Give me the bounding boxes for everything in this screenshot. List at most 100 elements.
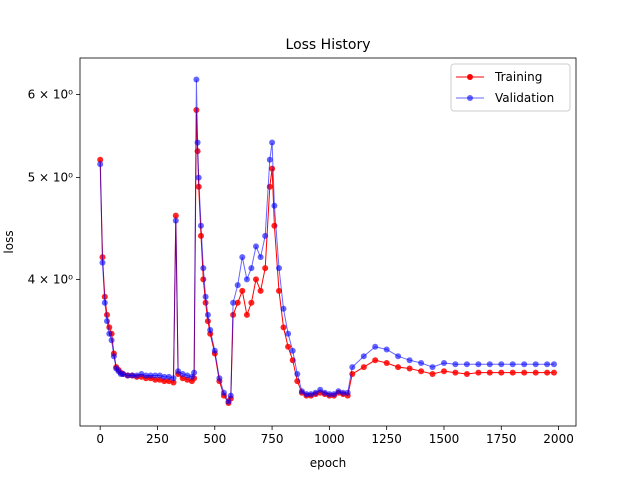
data-point (195, 174, 202, 181)
x-tick-label: 1250 (371, 432, 402, 446)
x-tick-label: 1000 (314, 432, 345, 446)
legend-item-validation: Validation (456, 91, 554, 105)
data-point (179, 375, 186, 382)
data-point (129, 372, 136, 379)
data-point (441, 368, 447, 375)
x-axis: 0 250 500 750 1000 1250 1500 1750 2000 (96, 426, 574, 446)
data-point (243, 276, 250, 283)
data-point (475, 369, 482, 376)
legend-swatch-marker (467, 74, 473, 80)
data-point (463, 371, 470, 377)
data-point (227, 392, 234, 399)
data-point (360, 353, 367, 360)
data-point (120, 371, 127, 377)
data-point (133, 372, 140, 379)
data-point (280, 305, 287, 312)
data-point (395, 364, 402, 371)
data-point (551, 361, 557, 368)
data-point (204, 318, 211, 325)
data-point (161, 373, 168, 380)
data-point (253, 276, 259, 283)
plot-frame (79, 57, 577, 427)
legend-item-training: Training (456, 70, 542, 84)
data-point (298, 388, 305, 395)
data-point (269, 165, 276, 172)
data-point (225, 398, 232, 405)
data-point (161, 378, 168, 385)
data-point (243, 311, 250, 318)
data-point (198, 222, 204, 229)
data-point (152, 376, 159, 383)
data-point (532, 369, 539, 376)
data-point (147, 372, 154, 379)
data-point (104, 318, 110, 325)
data-point (429, 364, 436, 371)
data-point (344, 389, 351, 396)
data-point (124, 372, 131, 379)
data-point (452, 369, 459, 376)
data-point (191, 369, 198, 376)
data-point (97, 156, 104, 163)
data-point (97, 161, 104, 168)
data-point (544, 361, 551, 368)
data-point (521, 361, 528, 368)
data-point (156, 376, 163, 383)
data-point (207, 327, 214, 333)
data-point (486, 369, 493, 376)
data-point (521, 369, 528, 376)
data-point (289, 347, 296, 354)
data-point (202, 293, 209, 300)
legend-label: Validation (495, 91, 554, 105)
data-point (463, 361, 470, 368)
data-point (108, 337, 115, 344)
legend-swatch-marker (467, 95, 473, 101)
data-point (194, 139, 201, 146)
data-point (262, 265, 269, 272)
data-point (418, 360, 425, 366)
data-point (269, 139, 276, 146)
data-point (248, 265, 255, 272)
data-point (280, 324, 287, 331)
data-point (326, 391, 333, 398)
y-axis: 4 × 10⁰ 5 × 10⁰ 6 × 10⁰ (28, 87, 80, 286)
data-point (179, 371, 186, 377)
data-point (165, 378, 172, 385)
data-point (230, 299, 237, 306)
plot-area (97, 76, 557, 406)
data-point (406, 365, 413, 372)
data-point (303, 391, 310, 398)
data-point (276, 287, 282, 294)
data-point (331, 391, 337, 398)
data-point (335, 388, 342, 395)
data-point (551, 369, 557, 376)
data-point (216, 375, 223, 382)
data-point (106, 330, 113, 337)
data-point (509, 369, 516, 376)
data-point (475, 361, 482, 368)
data-point (285, 343, 292, 350)
data-point (104, 311, 110, 318)
y-tick-label: 4 × 10⁰ (28, 272, 74, 286)
data-point (175, 368, 182, 375)
x-tick-label: 0 (96, 432, 104, 446)
data-point (170, 379, 177, 386)
data-point (257, 287, 264, 294)
x-tick-label: 500 (203, 432, 226, 446)
data-point (486, 361, 493, 368)
data-point (202, 299, 209, 306)
data-point (156, 372, 163, 379)
data-point (340, 389, 347, 396)
data-point (143, 372, 149, 379)
data-point (372, 357, 379, 364)
data-point (509, 361, 516, 368)
data-point (441, 360, 447, 366)
data-point (498, 361, 505, 368)
data-point (349, 364, 356, 371)
data-point (165, 373, 172, 380)
data-point (198, 232, 204, 239)
data-point (383, 360, 390, 366)
data-point (429, 371, 436, 377)
chart-title: Loss History (286, 37, 371, 53)
data-point (321, 389, 328, 396)
data-point (110, 353, 117, 360)
